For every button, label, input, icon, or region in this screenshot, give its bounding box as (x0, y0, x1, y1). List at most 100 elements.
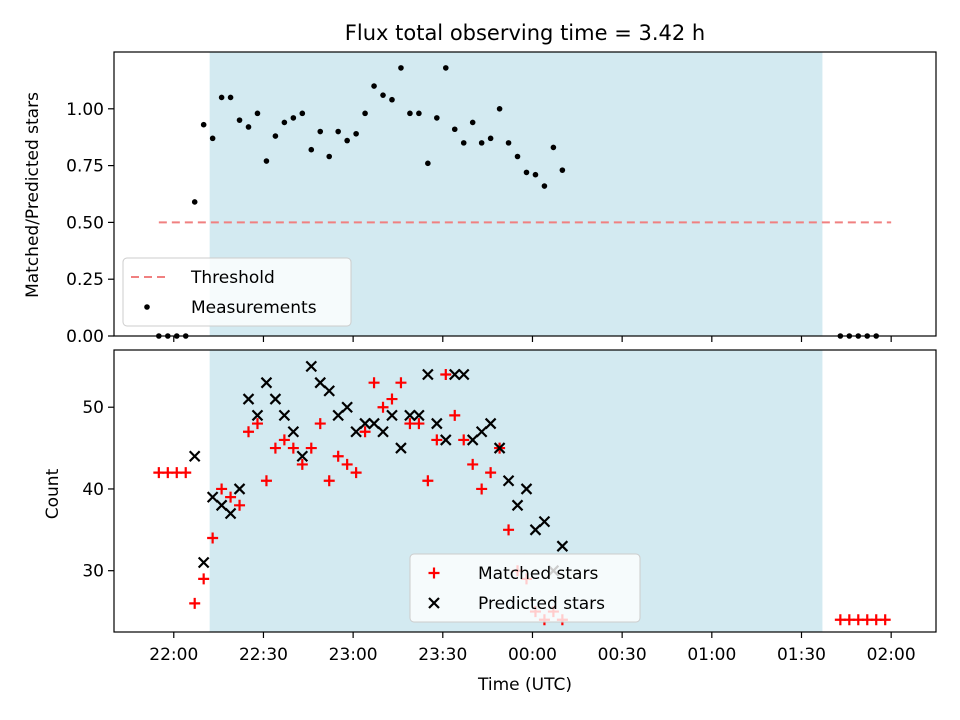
predicted-point-15 (323, 385, 335, 397)
predicted-point-28 (440, 434, 452, 446)
top-point-24 (371, 83, 377, 89)
top-point-28 (407, 110, 413, 117)
top-plot-area: 0.00 0.25 0.50 0.75 1.00 Threshold Measurement… (66, 51, 937, 347)
matched-point-6 (207, 532, 219, 544)
matched-point-11 (251, 418, 263, 430)
matched-point-34 (458, 434, 470, 446)
predicted-point-19 (359, 417, 371, 430)
predicted-point-14 (314, 376, 327, 389)
top-y-tick-label-0: 0.00 (66, 327, 104, 347)
top-point-25 (380, 92, 386, 98)
matched-point-18 (314, 418, 326, 430)
matched-point-7 (216, 483, 228, 495)
matched-point-24 (368, 377, 380, 389)
predicted-point-29 (448, 368, 461, 381)
top-panel: Flux total observing time = 3.42 h Match… (23, 21, 937, 347)
predicted-point-41 (556, 540, 569, 552)
top-point-4 (191, 199, 198, 205)
matched-point-17 (305, 442, 317, 454)
x-tick-label-2: 23:00 (329, 645, 378, 665)
predicted-point-5 (233, 483, 246, 495)
predicted-point-0 (188, 450, 201, 463)
bottom-plot-area: 30 40 50 22:00 22:30 23:00 23:30 00:00 00:30 01:0… (82, 349, 937, 665)
top-y-axis-label: Matched/Predicted stars (23, 92, 43, 298)
legend-predicted-label: Predicted stars (478, 594, 605, 614)
predicted-point-20 (368, 417, 380, 430)
legend-threshold-label: Threshold (190, 268, 275, 288)
top-y-tick-label-1: 0.25 (66, 270, 104, 290)
matched-point-39 (503, 524, 515, 536)
top-point-7 (218, 94, 225, 101)
top-point-34 (460, 140, 467, 146)
top-point-45 (559, 167, 566, 173)
top-point-10 (245, 124, 252, 130)
matched-point-9 (234, 499, 246, 511)
matched-point-36 (476, 483, 488, 495)
predicted-point-13 (305, 360, 318, 373)
top-point-37 (487, 135, 494, 142)
top-point-21 (344, 137, 350, 144)
predicted-point-17 (341, 401, 353, 413)
x-tick-label-1: 22:30 (239, 645, 288, 665)
bottom-panel: Count Time (UTC) 30 40 50 22:00 22:30 23:00 23… (43, 349, 937, 695)
bottom-y-tick-label-1: 40 (82, 480, 104, 500)
bottom-y-tick-label-2: 50 (82, 398, 104, 418)
matched-point-16 (296, 458, 308, 470)
predicted-point-8 (260, 376, 273, 389)
top-y-tick-label-4: 1.00 (66, 100, 104, 120)
top-point-31 (434, 115, 440, 121)
top-point-23 (362, 110, 368, 117)
x-tick-label-8: 02:00 (867, 645, 916, 665)
x-tick-label-7: 01:30 (777, 645, 826, 665)
top-point-15 (290, 115, 297, 121)
top-point-38 (496, 106, 503, 112)
matched-point-37 (485, 467, 497, 479)
predicted-point-38 (529, 524, 542, 536)
top-axes-frame (113, 51, 937, 337)
matched-point-15 (287, 442, 299, 454)
predicted-point-7 (251, 409, 264, 422)
predicted-point-37 (520, 483, 533, 495)
chart-title: Flux total observing time = 3.42 h (345, 21, 705, 45)
predicted-point-27 (431, 417, 443, 430)
predicted-point-3 (215, 499, 228, 512)
bottom-legend: Matched stars Predicted stars (409, 553, 641, 623)
predicted-point-26 (422, 368, 434, 381)
bottom-y-tick-label-0: 30 (82, 562, 104, 582)
top-point-19 (326, 153, 333, 160)
legend-matched-label: Matched stars (478, 564, 598, 584)
top-point-14 (281, 119, 288, 126)
predicted-point-32 (475, 425, 488, 438)
matched-point-13 (269, 442, 281, 454)
top-point-26 (389, 96, 395, 103)
matched-point-19 (323, 475, 335, 487)
predicted-point-10 (278, 409, 291, 422)
x-tick-label-4: 00:00 (508, 645, 557, 665)
top-point-33 (451, 126, 458, 133)
top-point-41 (523, 169, 530, 176)
top-point-8 (227, 94, 234, 101)
top-y-tick-label-3: 0.75 (66, 157, 104, 177)
top-legend: Threshold Measurements (122, 257, 352, 327)
top-point-22 (353, 130, 359, 137)
predicted-point-33 (484, 417, 497, 430)
matched-point-31 (431, 434, 443, 446)
matched-point-4 (189, 597, 201, 609)
top-point-18 (317, 128, 324, 135)
predicted-point-11 (287, 425, 300, 438)
x-tick-label-6: 01:00 (687, 645, 736, 665)
predicted-point-9 (269, 393, 282, 405)
legend-measurements-swatch (144, 304, 150, 310)
top-point-29 (416, 110, 422, 117)
matched-point-27 (395, 377, 407, 389)
top-point-43 (541, 183, 548, 189)
matched-point-22 (350, 467, 362, 479)
top-point-36 (478, 140, 485, 146)
top-point-20 (335, 128, 341, 135)
matched-point-35 (467, 458, 479, 470)
x-tick-label-3: 23:30 (418, 645, 467, 665)
top-legend-frame (122, 257, 352, 327)
top-point-11 (254, 110, 261, 117)
matched-point-32 (440, 369, 452, 381)
